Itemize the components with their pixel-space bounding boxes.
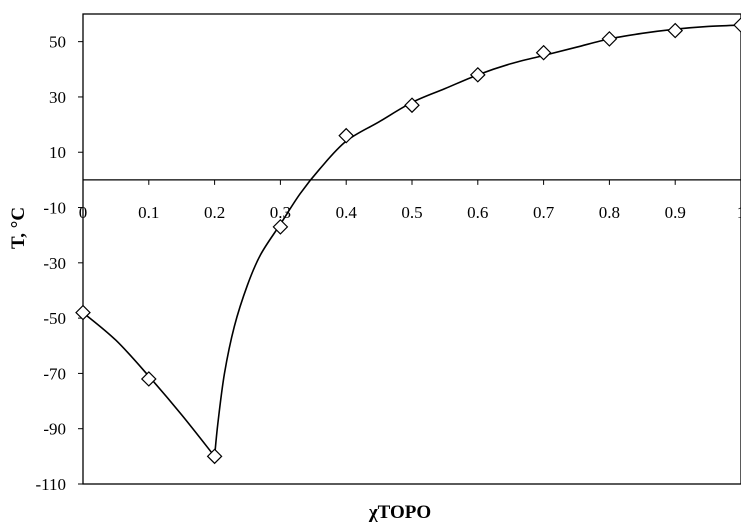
y-tick-label: -30	[43, 254, 66, 273]
data-point-marker	[404, 97, 420, 114]
x-tick-label: 0.1	[138, 203, 159, 222]
y-tick-label: 30	[49, 88, 66, 107]
data-point-marker	[206, 448, 223, 465]
x-axis-ticks: 0 0.1 0.2 0.3 0.4 0.5 0.6 0.7 0.8 0.9 1	[79, 179, 741, 222]
data-points	[75, 17, 741, 465]
y-axis-title: T, °C	[8, 207, 29, 249]
x-tick-label: 0.4	[336, 203, 358, 222]
y-tick-label: 10	[49, 143, 66, 162]
fit-curve-line	[213, 24, 741, 457]
data-point-marker	[535, 44, 552, 61]
data-point-marker	[272, 219, 289, 235]
x-tick-label: 0.5	[401, 203, 422, 222]
data-point-marker	[733, 17, 741, 33]
y-tick-label: -90	[43, 420, 66, 439]
data-point-marker	[140, 371, 157, 387]
data-point-marker	[75, 304, 91, 321]
plot-area	[82, 13, 741, 485]
y-tick-label: -10	[43, 199, 66, 218]
data-point-marker	[469, 66, 486, 83]
x-axis-title: χTOPO	[368, 502, 431, 523]
y-tick-label: -110	[35, 475, 66, 494]
x-tick-label: 0.2	[204, 203, 225, 222]
y-tick-label: 50	[49, 33, 66, 52]
y-tick-label: -70	[43, 364, 66, 383]
x-tick-label: 0.8	[599, 203, 620, 222]
y-tick-label: -50	[43, 309, 66, 328]
y-axis-ticks: 50 30 10 -10 -30 -50 -70 -90 -110	[35, 33, 83, 494]
data-point-marker	[667, 22, 684, 39]
x-tick-label: 0.6	[467, 203, 488, 222]
x-tick-label: 1	[737, 203, 741, 222]
x-tick-label: 0.9	[665, 203, 686, 222]
x-tick-label: 0.7	[533, 203, 555, 222]
x-tick-label: 0	[79, 203, 88, 222]
data-point-marker	[601, 31, 618, 47]
data-point-marker	[338, 127, 355, 144]
